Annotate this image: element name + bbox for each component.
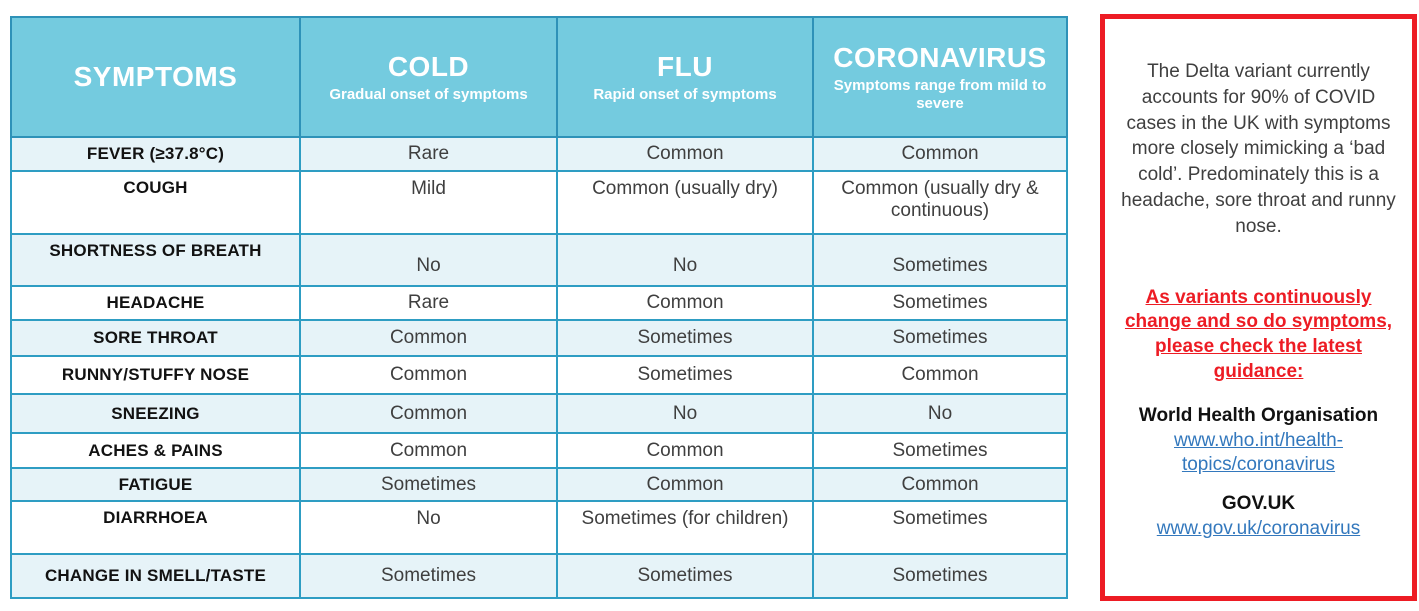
- coronavirus-value: Sometimes: [812, 285, 1068, 321]
- symptom-label: FATIGUE: [10, 467, 301, 502]
- flu-value: Common: [556, 432, 814, 469]
- coronavirus-value: Common: [812, 467, 1068, 502]
- flu-value: Sometimes: [556, 553, 814, 599]
- flu-value: Common: [556, 136, 814, 172]
- table-row-diarrhoea: DIARRHOEA No Sometimes (for children) So…: [10, 500, 1068, 555]
- govuk-label: GOV.UK: [1221, 493, 1296, 515]
- table-row-headache: HEADACHE Rare Common Sometimes: [10, 285, 1068, 321]
- column-title: SYMPTOMS: [73, 61, 238, 92]
- who-link[interactable]: www.who.int/health-topics/coronavirus: [1174, 429, 1343, 475]
- flu-value: Sometimes (for children): [556, 500, 814, 555]
- column-subtitle: Gradual onset of symptoms: [329, 85, 528, 103]
- flu-value: Common: [556, 285, 814, 321]
- symptom-label: SORE THROAT: [10, 319, 301, 357]
- coronavirus-value: Sometimes: [812, 233, 1068, 287]
- column-header-cold: COLD Gradual onset of symptoms: [299, 16, 558, 138]
- column-subtitle: Rapid onset of symptoms: [593, 85, 777, 103]
- table-row-fatigue: FATIGUE Sometimes Common Common: [10, 467, 1068, 502]
- cold-value: Common: [299, 319, 558, 357]
- table-row-fever: FEVER (≥37.8°C) Rare Common Common: [10, 136, 1068, 172]
- symptom-label: SNEEZING: [10, 393, 301, 434]
- table-row-change-smell-taste: CHANGE IN SMELL/TASTE Sometimes Sometime…: [10, 553, 1068, 599]
- who-label: World Health Organisation: [1138, 404, 1379, 426]
- cold-value: Sometimes: [299, 553, 558, 599]
- coronavirus-value: Sometimes: [812, 319, 1068, 357]
- column-header-coronavirus: CORONAVIRUS Symptoms range from mild to …: [812, 16, 1068, 138]
- symptom-label: SHORTNESS OF BREATH: [10, 233, 301, 287]
- flu-value: Common (usually dry): [556, 170, 814, 235]
- column-title: CORONAVIRUS: [833, 41, 1047, 73]
- cold-value: Rare: [299, 136, 558, 172]
- delta-variant-paragraph: The Delta variant currently accounts for…: [1121, 61, 1396, 237]
- flu-value: Common: [556, 467, 814, 502]
- symptom-label: RUNNY/STUFFY NOSE: [10, 355, 301, 395]
- coronavirus-value: Common: [812, 136, 1068, 172]
- column-subtitle: Symptoms range from mild to severe: [833, 76, 1047, 112]
- flu-value: No: [556, 233, 814, 287]
- variants-guidance-warning: As variants continuously change and so d…: [1124, 286, 1393, 382]
- header-row: SYMPTOMS COLD Gradual onset of symptoms …: [10, 16, 1068, 138]
- column-header-symptoms: SYMPTOMS: [10, 16, 301, 138]
- table-row-runny-stuffy-nose: RUNNY/STUFFY NOSE Common Sometimes Commo…: [10, 355, 1068, 395]
- cold-value: Common: [299, 432, 558, 469]
- govuk-link[interactable]: www.gov.uk/coronavirus: [1156, 518, 1361, 540]
- symptom-label: FEVER (≥37.8°C): [10, 136, 301, 172]
- symptom-comparison-table: SYMPTOMS COLD Gradual onset of symptoms …: [10, 16, 1068, 599]
- column-title: FLU: [657, 50, 713, 82]
- cold-value: Common: [299, 355, 558, 395]
- delta-variant-info-panel: The Delta variant currently accounts for…: [1100, 14, 1417, 601]
- flu-value: No: [556, 393, 814, 434]
- cold-value: No: [299, 233, 558, 287]
- column-header-flu: FLU Rapid onset of symptoms: [556, 16, 814, 138]
- cold-value: Rare: [299, 285, 558, 321]
- symptom-label: HEADACHE: [10, 285, 301, 321]
- flu-value: Sometimes: [556, 355, 814, 395]
- cold-value: No: [299, 500, 558, 555]
- table-row-sneezing: SNEEZING Common No No: [10, 393, 1068, 434]
- symptom-label: CHANGE IN SMELL/TASTE: [10, 553, 301, 599]
- cold-value: Sometimes: [299, 467, 558, 502]
- symptom-label: COUGH: [10, 170, 301, 235]
- coronavirus-value: No: [812, 393, 1068, 434]
- coronavirus-value: Common: [812, 355, 1068, 395]
- symptom-label: DIARRHOEA: [10, 500, 301, 555]
- coronavirus-value: Sometimes: [812, 500, 1068, 555]
- coronavirus-value: Sometimes: [812, 432, 1068, 469]
- flu-value: Sometimes: [556, 319, 814, 357]
- cold-value: Common: [299, 393, 558, 434]
- table-row-cough: COUGH Mild Common (usually dry) Common (…: [10, 170, 1068, 235]
- table-row-shortness-of-breath: SHORTNESS OF BREATH No No Sometimes: [10, 233, 1068, 287]
- column-title: COLD: [387, 50, 470, 82]
- cold-value: Mild: [299, 170, 558, 235]
- coronavirus-value: Sometimes: [812, 553, 1068, 599]
- symptom-label: ACHES & PAINS: [10, 432, 301, 469]
- table-row-aches-pains: ACHES & PAINS Common Common Sometimes: [10, 432, 1068, 469]
- table-row-sore-throat: SORE THROAT Common Sometimes Sometimes: [10, 319, 1068, 357]
- coronavirus-value: Common (usually dry & continuous): [812, 170, 1068, 235]
